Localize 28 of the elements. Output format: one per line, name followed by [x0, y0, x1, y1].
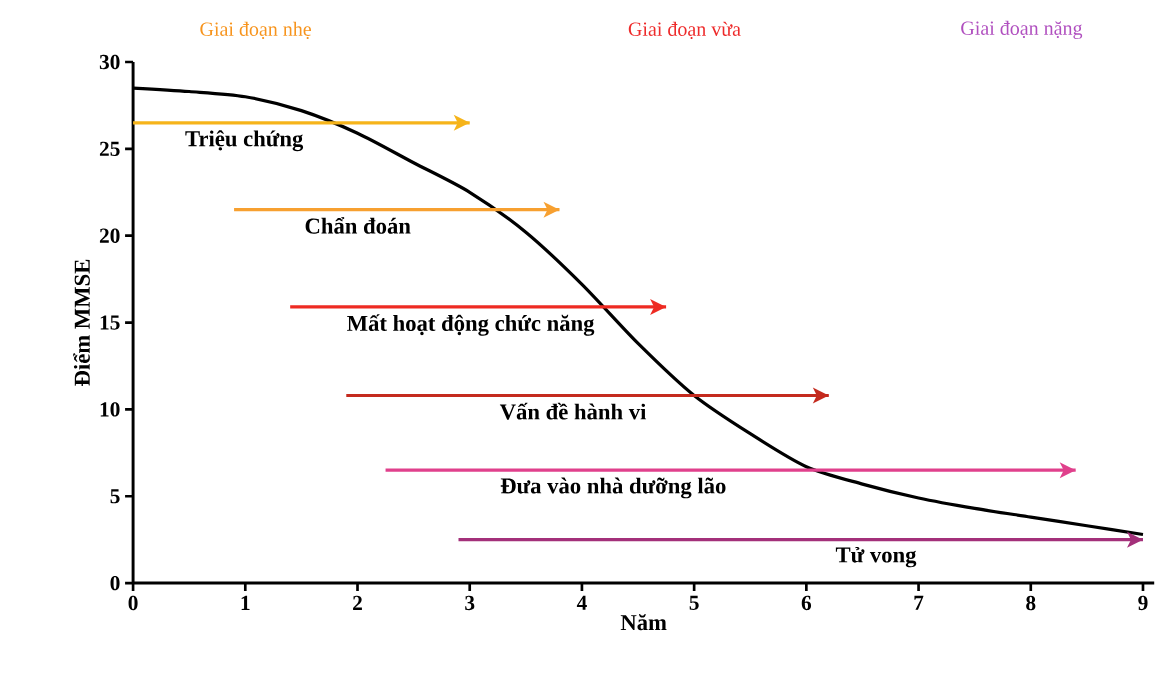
- x-tick-label: 9: [1138, 595, 1148, 611]
- x-axis-title: Năm: [620, 614, 667, 631]
- x-tick-label: 5: [689, 595, 699, 610]
- x-tick-label: 3: [465, 595, 475, 611]
- series-label: Mất hoạt động chức năng: [347, 314, 595, 336]
- series-label: Tử vong: [835, 547, 917, 568]
- y-tick-label: 20: [99, 228, 120, 243]
- text: Giai đoạn nhẹ: [200, 21, 311, 40]
- series-label: Chẩn đoán: [305, 217, 411, 234]
- x-tick-label: 2: [353, 595, 362, 610]
- y-tick-label: 10: [100, 402, 120, 417]
- series-label: Triệu chứng: [185, 130, 304, 152]
- series-label: Vấn đề hành vi: [499, 402, 647, 420]
- y-tick-label: 0: [110, 575, 120, 591]
- y-tick-label: 25: [99, 141, 120, 156]
- x-tick-label: 4: [576, 595, 587, 610]
- x-tick-label: 8: [1026, 595, 1036, 611]
- y-tick-label: 30: [99, 54, 120, 70]
- text: Giai đoạn nặng: [961, 20, 1083, 40]
- text: Giai đoạn vừa: [628, 21, 741, 40]
- x-tick-label: 7: [914, 595, 924, 610]
- y-axis-title: Điểm MMSE: [73, 259, 90, 386]
- x-tick-label: 6: [801, 595, 812, 611]
- series-label: Đưa vào nhà dưỡng lão: [500, 477, 726, 499]
- y-tick-label: 15: [100, 315, 120, 330]
- y-tick-label: 5: [110, 489, 120, 504]
- x-tick-label: 0: [128, 595, 138, 611]
- x-tick-label: 1: [241, 595, 250, 610]
